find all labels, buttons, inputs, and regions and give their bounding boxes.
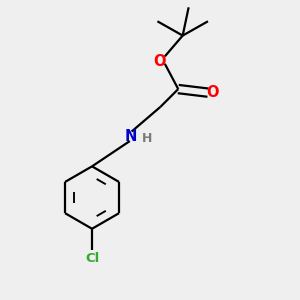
Text: H: H	[142, 132, 152, 145]
Text: N: N	[124, 129, 137, 144]
Text: Cl: Cl	[85, 252, 99, 265]
Text: O: O	[153, 54, 166, 69]
Text: O: O	[206, 85, 219, 100]
